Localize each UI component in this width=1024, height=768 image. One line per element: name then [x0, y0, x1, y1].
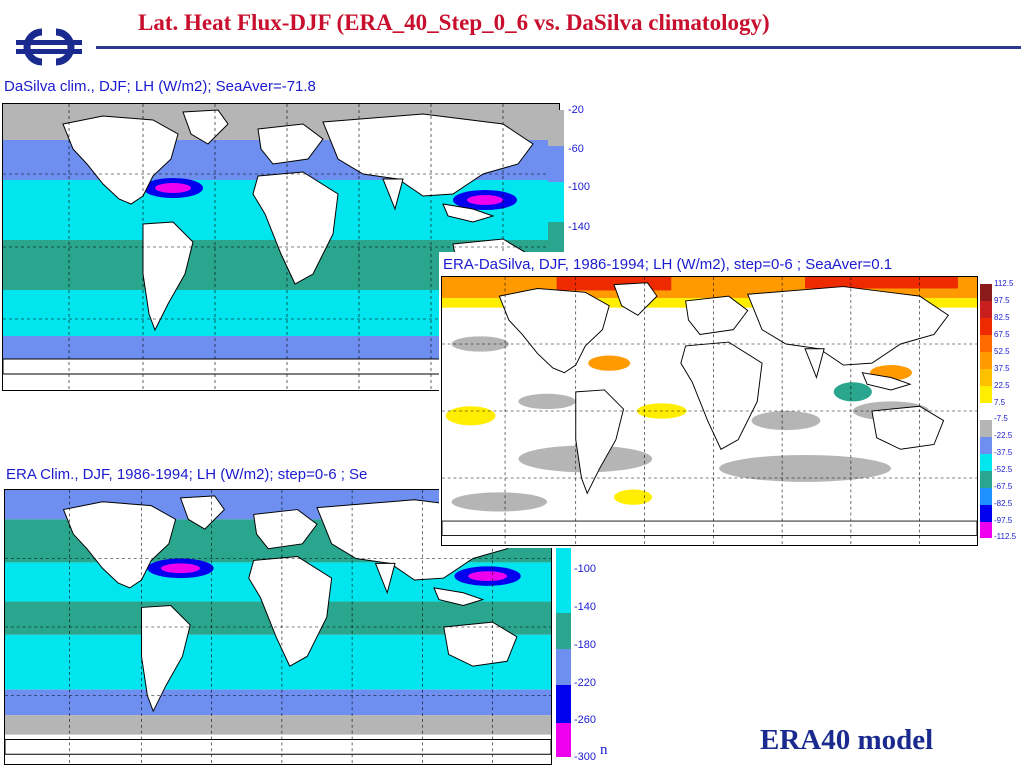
slide-title: Lat. Heat Flux-DJF (ERA_40_Step_0_6 vs. …	[138, 10, 770, 35]
diff-cb-label: -37.5	[994, 448, 1013, 457]
title-rule	[96, 46, 1021, 49]
diff-cb-label: 22.5	[994, 381, 1010, 390]
dasilva-colorbar	[548, 110, 564, 252]
dasilva-cb-label: -100	[568, 181, 591, 193]
diff-cb-label: -67.5	[994, 482, 1013, 491]
diff-colorbar	[980, 284, 992, 538]
diff-cb-label: -7.5	[994, 414, 1008, 423]
diff-cb-label: -97.5	[994, 516, 1013, 525]
diff-cb-label: -52.5	[994, 465, 1013, 474]
dasilva-cb-label: -140	[568, 221, 591, 233]
diff-map	[441, 276, 978, 546]
era-clim-cb-label: -260	[574, 714, 597, 726]
era-clim-panel-title: ERA Clim., DJF, 1986-1994; LH (W/m2); st…	[6, 466, 368, 483]
diff-cb-label: 7.5	[994, 398, 1006, 407]
era-clim-cb-label: -100	[574, 563, 597, 575]
diff-cb-label: 97.5	[994, 296, 1010, 305]
ecmwf-logo-icon	[12, 24, 86, 70]
diff-cb-label: -82.5	[994, 499, 1013, 508]
era-clim-colorbar	[556, 545, 571, 757]
stray-letter: n	[600, 742, 608, 758]
diff-cb-label: 52.5	[994, 347, 1010, 356]
diff-cb-label: 82.5	[994, 313, 1010, 322]
dasilva-panel-title: DaSilva clim., DJF; LH (W/m2); SeaAver=-…	[4, 78, 316, 95]
diff-cb-label: 37.5	[994, 364, 1010, 373]
era-clim-cb-label: -140	[574, 601, 597, 613]
diff-cb-label: -112.5	[994, 532, 1017, 541]
era-clim-cb-label: -300	[574, 751, 597, 763]
dasilva-cb-label: -60	[568, 143, 584, 155]
era-clim-cb-label: -180	[574, 639, 597, 651]
era-clim-map	[4, 489, 552, 765]
diff-cb-label: 112.5	[994, 279, 1014, 288]
diff-cb-label: 67.5	[994, 330, 1010, 339]
slide-caption: ERA40 model	[760, 724, 934, 756]
diff-cb-label: -22.5	[994, 431, 1013, 440]
diff-panel-title: ERA-DaSilva, DJF, 1986-1994; LH (W/m2), …	[443, 256, 893, 273]
dasilva-cb-label: -20	[568, 104, 584, 116]
era-clim-cb-label: -220	[574, 677, 597, 689]
